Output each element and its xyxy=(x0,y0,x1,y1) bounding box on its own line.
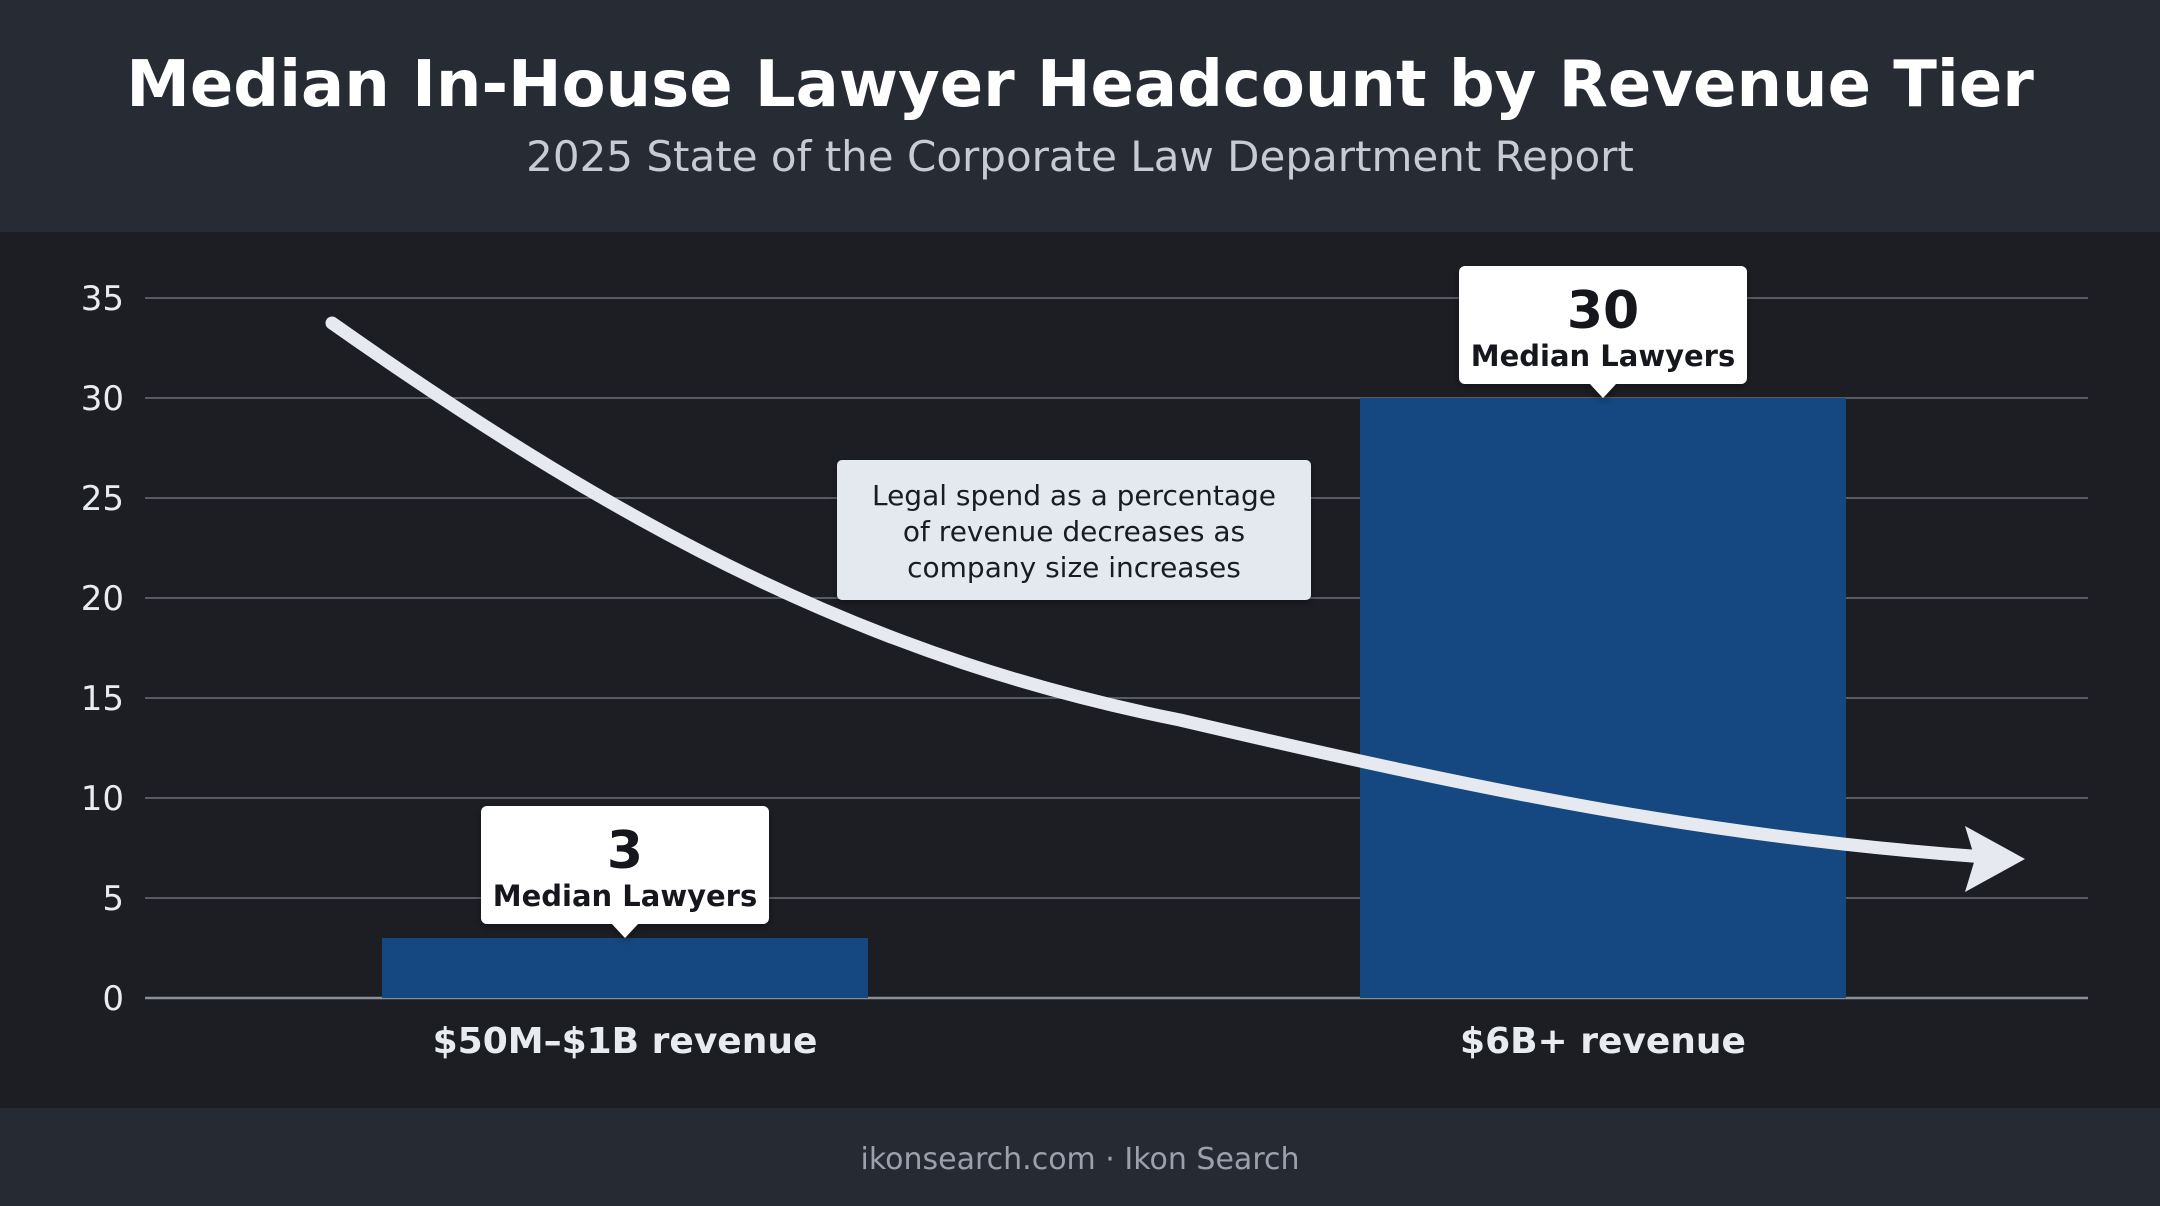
callout-pointer xyxy=(1590,384,1616,398)
y-tick-label: 15 xyxy=(81,679,124,719)
x-axis-labels: $50M–$1B revenue $6B+ revenue xyxy=(433,1021,1746,1062)
annotation-line: company size increases xyxy=(907,551,1241,584)
trend-arrow xyxy=(325,316,2025,892)
annotation-line: Legal spend as a percentage xyxy=(872,479,1276,512)
trend-arrowhead xyxy=(1965,826,2025,892)
x-tick-label: $6B+ revenue xyxy=(1460,1021,1746,1062)
footer-text: ikonsearch.com · Ikon Search xyxy=(860,1142,1300,1177)
x-tick-label: $50M–$1B revenue xyxy=(433,1021,818,1062)
chart-title: Median In-House Lawyer Headcount by Reve… xyxy=(126,48,2034,122)
y-tick-label: 25 xyxy=(81,479,124,519)
data-label-callout xyxy=(1459,266,1747,398)
y-axis-ticks: 0 5 10 15 20 25 30 35 xyxy=(81,279,124,1019)
footer xyxy=(0,1108,2160,1206)
bars xyxy=(382,398,1846,998)
y-tick-label: 30 xyxy=(81,379,124,419)
chart-subtitle: 2025 State of the Corporate Law Departme… xyxy=(526,132,1634,181)
data-label-value: 30 xyxy=(1567,281,1639,341)
annotation-box xyxy=(837,460,1311,600)
callout-pointer xyxy=(612,924,638,938)
y-tick-label: 0 xyxy=(102,979,124,1019)
callout-box xyxy=(481,806,769,924)
bar xyxy=(382,938,868,998)
header xyxy=(0,0,2160,232)
bar xyxy=(1360,398,1846,998)
trend-curve xyxy=(325,316,1992,864)
data-label-text: Median Lawyers xyxy=(493,879,758,913)
annotation-line: of revenue decreases as xyxy=(903,515,1245,548)
y-tick-label: 35 xyxy=(81,279,124,319)
y-tick-label: 10 xyxy=(81,779,124,819)
data-label-value: 3 xyxy=(607,821,643,881)
callout-box xyxy=(1459,266,1747,384)
data-label-text: Median Lawyers xyxy=(1471,339,1736,373)
data-label-callout xyxy=(481,806,769,938)
y-tick-label: 5 xyxy=(102,879,124,919)
y-tick-label: 20 xyxy=(81,579,124,619)
